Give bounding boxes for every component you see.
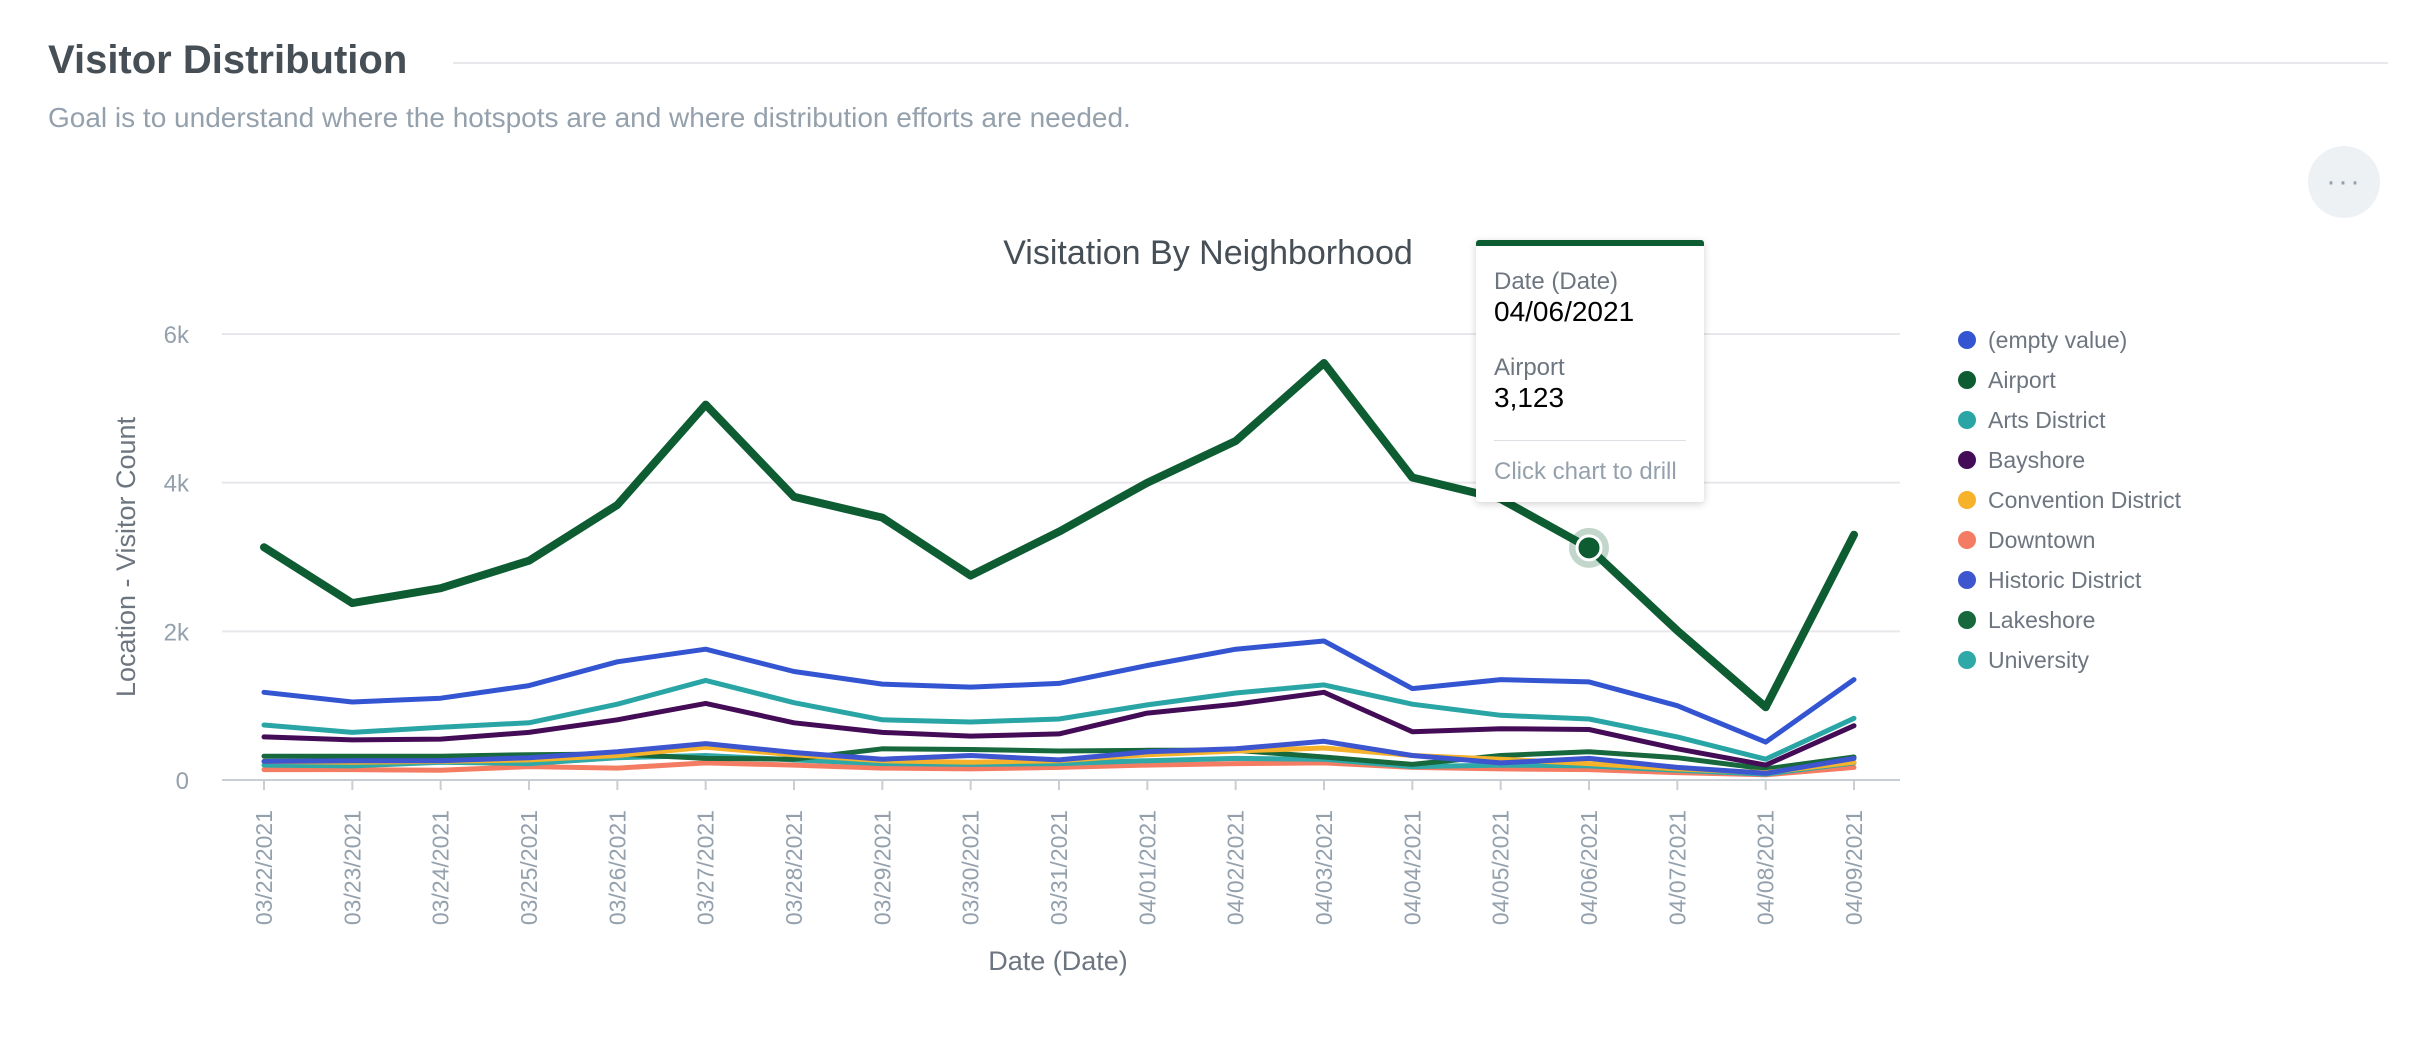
tooltip-hint: Click chart to drill — [1494, 458, 1677, 485]
x-tick-label: 04/07/2021 — [1664, 810, 1690, 925]
section-header: Visitor Distribution — [48, 34, 2388, 94]
y-tick-label: 6k — [164, 322, 190, 349]
series-line-lakeshore[interactable] — [261, 746, 1857, 772]
x-tick-label: 04/05/2021 — [1488, 810, 1514, 925]
legend-marker-icon — [1958, 371, 1976, 389]
legend-item[interactable]: Historic District — [1958, 560, 2358, 600]
x-axis-label: Date (Date) — [988, 946, 1128, 976]
legend-label: Arts District — [1988, 406, 2106, 433]
x-tick-label: 03/30/2021 — [958, 810, 984, 925]
legend-marker-icon — [1958, 491, 1976, 509]
legend-item[interactable]: Lakeshore — [1958, 600, 2358, 640]
y-axis-label: Location - Visitor Count — [111, 416, 141, 697]
series-line-empty-value[interactable] — [261, 638, 1857, 745]
x-tick-label: 04/03/2021 — [1311, 810, 1337, 925]
y-tick-label: 2k — [164, 619, 190, 646]
legend-item[interactable]: (empty value) — [1958, 320, 2358, 360]
tooltip-date-label: Date (Date) — [1494, 268, 1619, 295]
y-tick-label: 0 — [176, 768, 189, 795]
chart-legend: (empty value) Airport Arts District Bayshor… — [1958, 320, 2358, 680]
x-tick-label: 04/04/2021 — [1399, 810, 1425, 925]
series-line-arts-district[interactable] — [261, 677, 1857, 762]
x-tick-label: 04/09/2021 — [1841, 810, 1867, 925]
chart-tooltip: Date (Date) 04/06/2021 Airport 3,123 Cli… — [1476, 240, 1704, 502]
x-tick-label: 04/06/2021 — [1576, 810, 1602, 925]
legend-label: Lakeshore — [1988, 606, 2096, 633]
tooltip-series-value: 3,123 — [1494, 382, 1565, 413]
series-line-historic-district[interactable] — [261, 738, 1857, 776]
legend-label: Historic District — [1988, 566, 2142, 593]
legend-item[interactable]: Convention District — [1958, 480, 2358, 520]
x-tick-label: 03/22/2021 — [251, 810, 277, 925]
y-tick-label: 4k — [164, 471, 190, 498]
legend-item[interactable]: Downtown — [1958, 520, 2358, 560]
legend-marker-icon — [1958, 611, 1976, 629]
x-tick-label: 03/23/2021 — [339, 810, 365, 925]
x-tick-label: 04/08/2021 — [1753, 810, 1779, 925]
tooltip-divider — [1494, 440, 1686, 441]
tooltip-date-value: 04/06/2021 — [1494, 296, 1635, 327]
ellipsis-icon: ··· — [2326, 165, 2362, 198]
x-tick-label: 03/24/2021 — [428, 810, 454, 925]
x-tick-label: 03/27/2021 — [693, 810, 719, 925]
legend-item[interactable]: University — [1958, 640, 2358, 680]
more-options-button[interactable]: ··· — [2308, 146, 2380, 218]
legend-marker-icon — [1958, 571, 1976, 589]
x-tick-label: 03/25/2021 — [516, 810, 542, 925]
series-line-downtown[interactable] — [261, 760, 1857, 778]
x-tick-label: 03/31/2021 — [1046, 810, 1072, 925]
section-divider — [453, 62, 2388, 64]
x-tick-label: 04/02/2021 — [1223, 810, 1249, 925]
legend-label: University — [1988, 646, 2089, 673]
section-description: Goal is to understand where the hotspots… — [48, 102, 1131, 133]
tooltip-series-label: Airport — [1494, 354, 1565, 381]
legend-item[interactable]: Airport — [1958, 360, 2358, 400]
legend-label: Bayshore — [1988, 446, 2086, 473]
legend-label: Convention District — [1988, 486, 2182, 513]
highlight-point[interactable] — [1575, 534, 1603, 562]
legend-item[interactable]: Arts District — [1958, 400, 2358, 440]
legend-marker-icon — [1958, 651, 1976, 669]
series-line-bayshore[interactable] — [261, 689, 1857, 768]
legend-label: Downtown — [1988, 526, 2096, 553]
x-tick-label: 03/29/2021 — [869, 810, 895, 925]
legend-item[interactable]: Bayshore — [1958, 440, 2358, 480]
legend-label: (empty value) — [1988, 326, 2128, 353]
x-tick-label: 03/26/2021 — [604, 810, 630, 925]
legend-marker-icon — [1958, 331, 1976, 349]
legend-label: Airport — [1988, 366, 2056, 393]
legend-marker-icon — [1958, 451, 1976, 469]
x-tick-label: 03/28/2021 — [781, 810, 807, 925]
section-title: Visitor Distribution — [48, 38, 408, 82]
x-tick-label: 04/01/2021 — [1134, 810, 1160, 925]
legend-marker-icon — [1958, 531, 1976, 549]
chart-title: Visitation By Neighborhood — [1003, 234, 1413, 272]
legend-marker-icon — [1958, 411, 1976, 429]
